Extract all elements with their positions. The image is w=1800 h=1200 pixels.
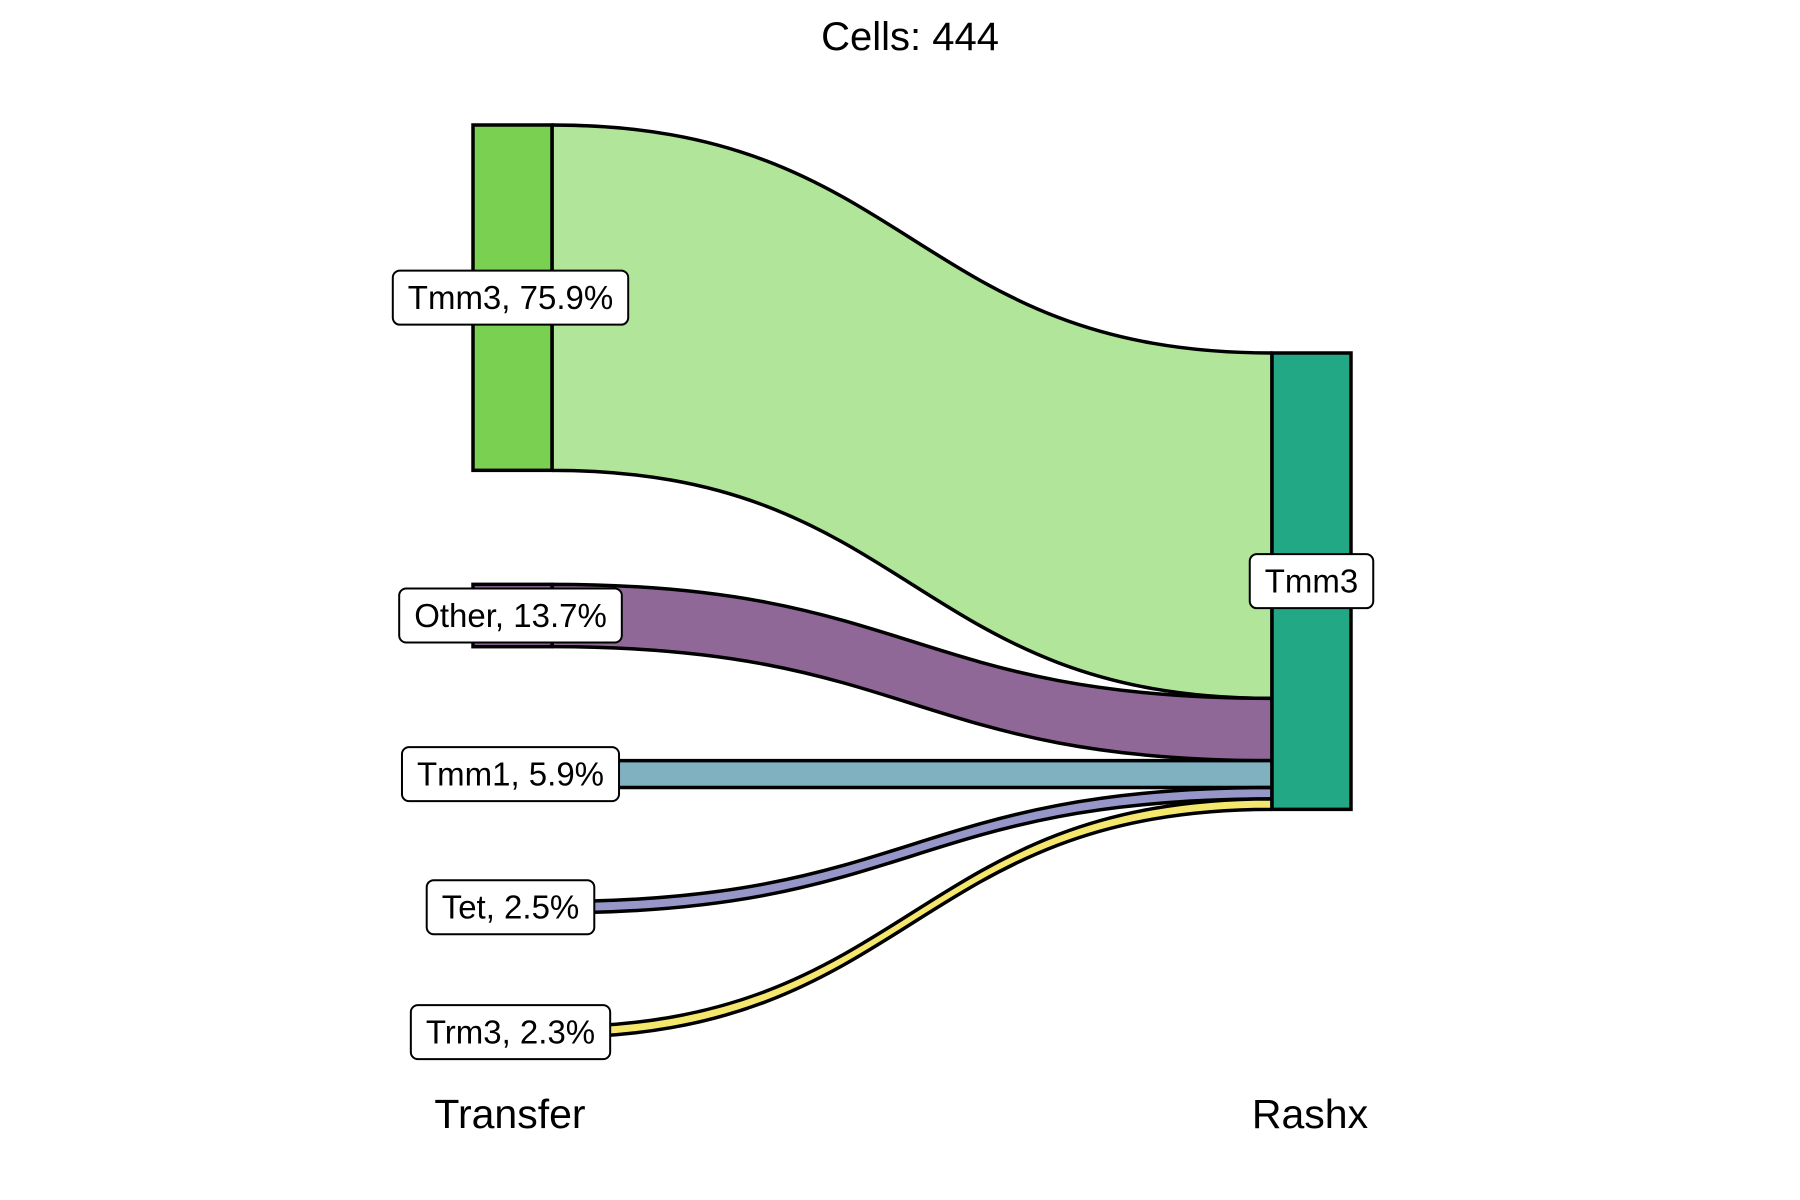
label-target-tmm3-box [1248,553,1375,610]
label-source-trm3-text: Trm3, 2.3% [426,1014,595,1051]
label-source-other-text: Other, 13.7% [414,597,607,634]
axis-label-rashx: Rashx [1252,1091,1369,1137]
label-source-tmm1-box [400,746,621,803]
label-target-tmm3-text: Tmm3 [1265,563,1359,600]
labels-layer: Tmm3, 75.9% Other, 13.7% Tmm1, 5.9% Tet, 2.… [391,269,1375,1061]
label-source-tet: Tet, 2.5% [425,879,596,936]
label-target-tmm3: Tmm3 [1248,553,1375,610]
label-source-tmm1-text: Tmm1, 5.9% [417,756,604,793]
label-source-other-box [398,587,623,644]
axis-label-transfer: Transfer [434,1091,585,1137]
label-source-other: Other, 13.7% [398,587,623,644]
label-source-trm3-box [409,1004,612,1061]
label-source-tmm1: Tmm1, 5.9% [400,746,621,803]
flow-tmm1-to-tmm3 [550,758,1274,790]
chart-title: Cells: 444 [821,15,999,59]
flow-trm3-to-tmm3 [550,797,1274,1040]
label-source-trm3: Trm3, 2.3% [409,1004,612,1061]
label-source-tet-box [425,879,596,936]
label-source-tmm3-text: Tmm3, 75.9% [408,279,613,316]
flows-layer [550,123,1274,1040]
label-source-tet-text: Tet, 2.5% [442,889,580,926]
label-source-tmm3-box [391,269,630,326]
label-source-tmm3: Tmm3, 75.9% [391,269,630,326]
